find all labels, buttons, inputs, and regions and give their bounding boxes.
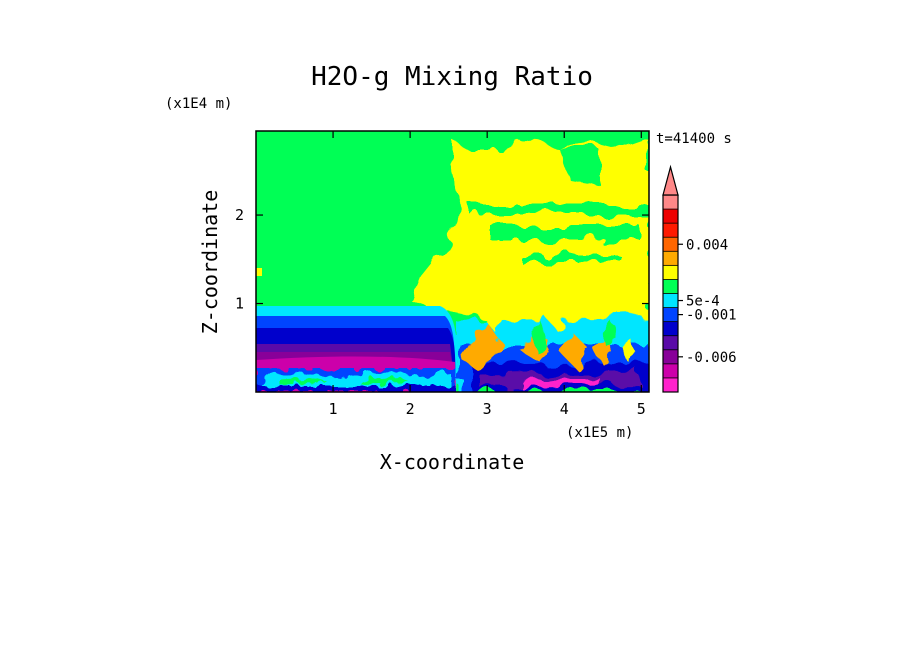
colorbar-swatch	[663, 237, 678, 252]
x-tick-label: 5	[637, 400, 646, 418]
x-tick-label: 3	[483, 400, 492, 418]
y-unit-label: (x1E4 m)	[165, 96, 232, 112]
colorbar-swatch	[663, 279, 678, 294]
x-tick-label: 4	[560, 400, 569, 418]
colorbar-tick-label: -0.001	[686, 308, 737, 324]
colorbar-swatch	[663, 307, 678, 322]
colorbar-swatch	[663, 209, 678, 224]
y-axis-label: Z-coordinate	[198, 190, 222, 335]
colorbar-extend-arrow	[662, 164, 679, 196]
colorbar-swatch	[663, 321, 678, 337]
colorbar-swatch	[663, 251, 678, 266]
y-tick-label: 2	[235, 206, 244, 224]
colorbar-tick-label: -0.006	[686, 350, 737, 366]
y-tick-label: 1	[235, 295, 244, 313]
edge-blob	[256, 268, 262, 276]
x-tick-label: 2	[406, 400, 415, 418]
axes: 1 2 3 4 5 1 2	[235, 131, 649, 418]
colorbar-swatch	[663, 349, 678, 365]
surface-noise-left	[256, 368, 456, 392]
convective-region	[456, 295, 649, 392]
plot-frame	[255, 130, 650, 393]
time-label: t=41400 s	[656, 131, 732, 147]
colorbar-swatch	[663, 195, 678, 210]
x-axis-label: X-coordinate	[380, 450, 525, 474]
x-tick-label: 1	[329, 400, 338, 418]
plume-upper	[410, 135, 649, 330]
x-unit-label: (x1E5 m)	[566, 425, 633, 441]
heatmap-field	[256, 131, 649, 392]
colorbar-swatch	[663, 293, 678, 308]
chart-title: H2O-g Mixing Ratio	[311, 62, 593, 92]
colorbar-swatch	[663, 265, 678, 280]
colorbar-tick-label: 0.004	[686, 237, 728, 253]
colorbar-swatch	[663, 223, 678, 238]
colorbar-swatch	[663, 377, 678, 393]
colorbar-swatch	[663, 363, 678, 379]
colorbar-tick-label: 5e-4	[686, 294, 720, 310]
colorbar-swatch	[663, 335, 678, 351]
